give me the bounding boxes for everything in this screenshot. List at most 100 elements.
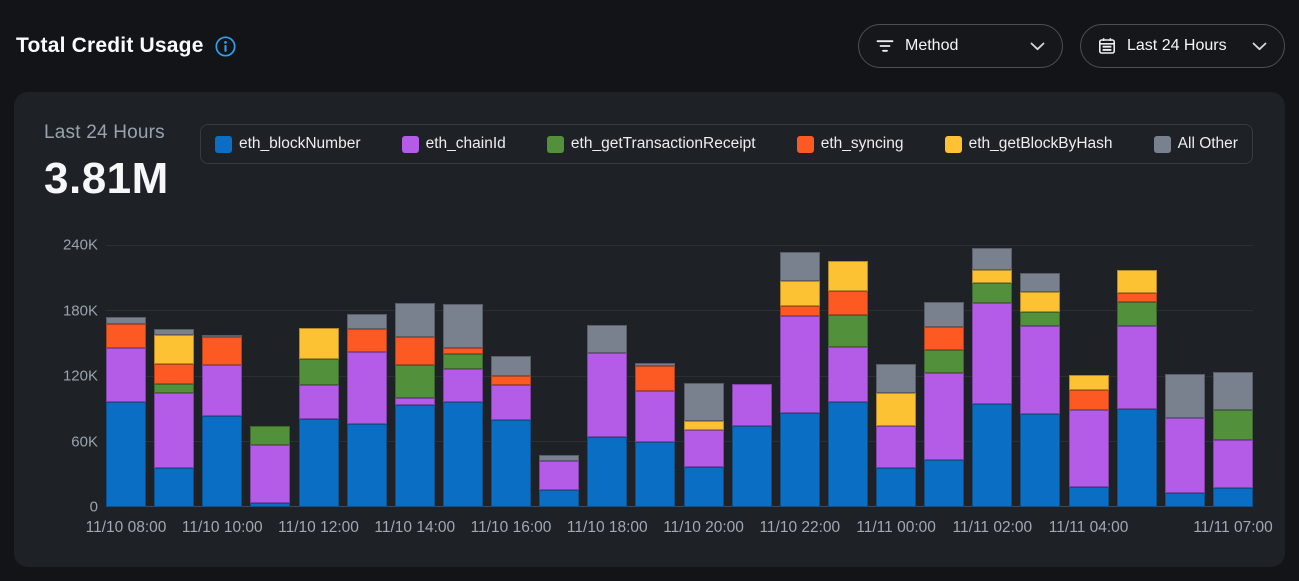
bar-17[interactable] (924, 301, 965, 507)
x-tick-label: 11/10 20:00 (663, 519, 744, 536)
bar-segment-eth-chainid (683, 429, 724, 467)
bar-13[interactable] (731, 383, 772, 507)
bar-segment-all-other (539, 454, 580, 462)
page-title: Total Credit Usage (16, 34, 204, 57)
bar-5[interactable] (346, 313, 387, 507)
bar-segment-all-other (106, 317, 146, 324)
bar-segment-eth-syncing (827, 290, 868, 315)
bar-10[interactable] (587, 324, 628, 507)
method-filter-dropdown[interactable]: Method (858, 24, 1063, 68)
bar-segment-eth-gettransactionreceipt (154, 383, 195, 394)
bar-segment-eth-blocknumber (1213, 488, 1253, 507)
bar-segment-eth-gettransactionreceipt (827, 314, 868, 347)
bar-segment-all-other (202, 334, 243, 337)
total-value: 3.81M (44, 154, 169, 203)
bar-segment-eth-blocknumber (491, 419, 532, 507)
legend-label: eth_chainId (425, 135, 506, 152)
bar-23[interactable] (1213, 371, 1253, 507)
bar-14[interactable] (779, 251, 820, 507)
bar-6[interactable] (394, 302, 435, 507)
bar-segment-eth-getblockbyhash (154, 334, 195, 365)
legend-item-eth-getblockbyhash[interactable]: eth_getBlockByHash (944, 135, 1113, 153)
bar-4[interactable] (298, 328, 339, 507)
legend-item-all-other[interactable]: All Other (1153, 135, 1238, 153)
bar-segment-eth-blocknumber (298, 418, 339, 507)
bar-21[interactable] (1116, 270, 1157, 507)
legend-swatch (944, 135, 962, 153)
x-axis-labels: 11/10 08:00 11/10 10:00 11/10 12:00 11/10 1… (86, 519, 1273, 541)
bar-segment-eth-chainid (154, 393, 195, 468)
bar-segment-eth-chainid (1068, 409, 1109, 488)
bar-9[interactable] (539, 454, 580, 507)
bar-12[interactable] (683, 382, 724, 507)
bar-segment-eth-getblockbyhash (876, 393, 917, 427)
y-tick-label: 240K (62, 236, 98, 254)
bar-segment-eth-getblockbyhash (1116, 270, 1157, 294)
bar-19[interactable] (1020, 273, 1061, 507)
bar-segment-eth-chainid (1164, 417, 1205, 493)
period-label: Last 24 Hours (44, 122, 165, 143)
x-tick-label: 11/11 07:00 (1193, 519, 1273, 536)
bar-segment-eth-getblockbyhash (298, 328, 339, 359)
bar-segment-eth-syncing (154, 364, 195, 384)
legend-item-eth-blocknumber[interactable]: eth_blockNumber (215, 135, 360, 153)
bar-segment-eth-blocknumber (539, 489, 580, 507)
bar-7[interactable] (442, 303, 483, 507)
bar-segment-all-other (1020, 273, 1061, 292)
bar-segment-eth-blocknumber (250, 502, 291, 507)
filters: Method (858, 24, 1285, 68)
x-tick-label: 11/10 12:00 (278, 519, 359, 536)
bar-segment-eth-getblockbyhash (683, 420, 724, 430)
bar-8[interactable] (491, 356, 532, 507)
bar-16[interactable] (876, 364, 917, 507)
bar-1[interactable] (154, 329, 195, 507)
bar-15[interactable] (827, 261, 868, 507)
time-range-dropdown[interactable]: Last 24 Hours (1080, 24, 1285, 68)
legend-item-eth-gettransactionreceipt[interactable]: eth_getTransactionReceipt (546, 135, 756, 153)
bar-segment-eth-chainid (442, 369, 483, 403)
bar-segment-eth-blocknumber (1020, 414, 1061, 507)
bar-segment-eth-syncing (346, 329, 387, 352)
bar-segment-eth-chainid (394, 397, 435, 406)
legend-swatch (1153, 135, 1171, 153)
bar-segment-all-other (924, 301, 965, 327)
bar-segment-eth-chainid (491, 384, 532, 420)
legend-item-eth-chainid[interactable]: eth_chainId (401, 135, 506, 153)
bar-2[interactable] (202, 334, 243, 507)
calendar-icon (1098, 37, 1116, 55)
legend-item-eth-syncing[interactable]: eth_syncing (796, 135, 904, 153)
legend-label: eth_syncing (820, 135, 904, 152)
info-icon[interactable] (214, 35, 237, 58)
bar-segment-eth-gettransactionreceipt (972, 283, 1013, 303)
bar-segment-eth-chainid (587, 353, 628, 438)
y-tick-label: 180K (62, 302, 98, 319)
y-tick-label: 60K (71, 433, 98, 450)
legend-label: eth_blockNumber (239, 135, 361, 152)
bar-20[interactable] (1068, 374, 1109, 507)
bar-segment-all-other (635, 362, 676, 367)
bar-segment-eth-gettransactionreceipt (1116, 301, 1157, 326)
bar-segment-eth-blocknumber (1068, 487, 1109, 507)
method-filter-label: Method (905, 37, 959, 54)
bar-segment-eth-chainid (924, 372, 965, 461)
y-tick-label: 0 (89, 498, 98, 516)
bar-segment-all-other (683, 382, 724, 421)
bar-0[interactable] (106, 317, 146, 507)
bar-22[interactable] (1164, 373, 1205, 507)
bar-segment-eth-syncing (924, 326, 965, 350)
bar-18[interactable] (972, 248, 1013, 507)
x-tick-label: 11/10 08:00 (85, 519, 167, 536)
bar-segment-eth-chainid (827, 346, 868, 403)
bar-segment-eth-syncing (442, 347, 483, 355)
bar-11[interactable] (635, 362, 676, 507)
bar-segment-eth-blocknumber (394, 405, 435, 507)
bar-segment-eth-blocknumber (876, 467, 917, 507)
bar-segment-eth-chainid (250, 444, 291, 503)
gridline-0 (106, 506, 1253, 507)
bar-segment-eth-blocknumber (1164, 492, 1205, 507)
bar-segment-eth-blocknumber (827, 402, 868, 507)
bar-segment-eth-blocknumber (202, 416, 243, 507)
summary: Last 24 Hours 3.81M (44, 122, 169, 204)
bar-3[interactable] (250, 426, 291, 507)
